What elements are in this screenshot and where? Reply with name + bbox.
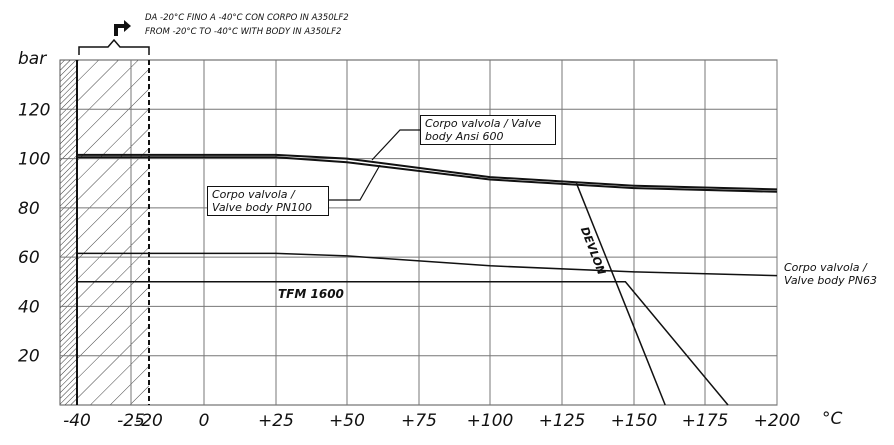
series-label: Corpo valvola / Valve body PN100 [207, 186, 329, 216]
header-line: DA -20°C FINO A -40°C CON CORPO IN A350L… [145, 13, 349, 23]
bracket [78, 38, 150, 55]
y-tick-label: 60 [18, 248, 40, 268]
series-label: Corpo valvola / Valve body PN63 [784, 261, 877, 287]
x-tick-label: +150 [611, 411, 658, 431]
hatch-wide [77, 60, 149, 405]
y-tick-label: 40 [18, 297, 40, 317]
x-tick-label: -40 [63, 411, 91, 431]
x-tick-label: +50 [329, 411, 365, 431]
y-tick-label: 20 [18, 347, 40, 367]
x-axis-label: °C [822, 409, 843, 429]
y-tick-label: 100 [18, 150, 50, 170]
x-tick-label: 0 [199, 411, 210, 431]
series-line [77, 281, 729, 406]
y-axis-label: bar [18, 49, 47, 69]
x-tick-label: +200 [754, 411, 801, 431]
series-label: TFM 1600 [278, 287, 344, 301]
hatch-dense [60, 60, 77, 405]
series-label: Corpo valvola / Valve body Ansi 600 [420, 115, 556, 145]
x-tick-label: -20 [135, 411, 163, 431]
series-line [77, 156, 778, 193]
x-tick-label: +100 [467, 411, 514, 431]
x-tick-label: +75 [401, 411, 437, 431]
x-tick-label: +25 [258, 411, 294, 431]
x-tick-label: -25 [117, 411, 145, 431]
header-line: FROM -20°C TO -40°C WITH BODY IN A350LF2 [145, 27, 341, 37]
leader-line [371, 129, 420, 161]
y-tick-label: 120 [18, 100, 50, 120]
x-tick-label: +125 [539, 411, 586, 431]
x-tick-label: +175 [682, 411, 729, 431]
leader-line [329, 164, 381, 201]
arrow-icon [114, 20, 131, 36]
y-tick-label: 80 [18, 199, 40, 219]
series-line [77, 252, 778, 277]
series-line [77, 153, 778, 191]
series-line [575, 182, 666, 406]
